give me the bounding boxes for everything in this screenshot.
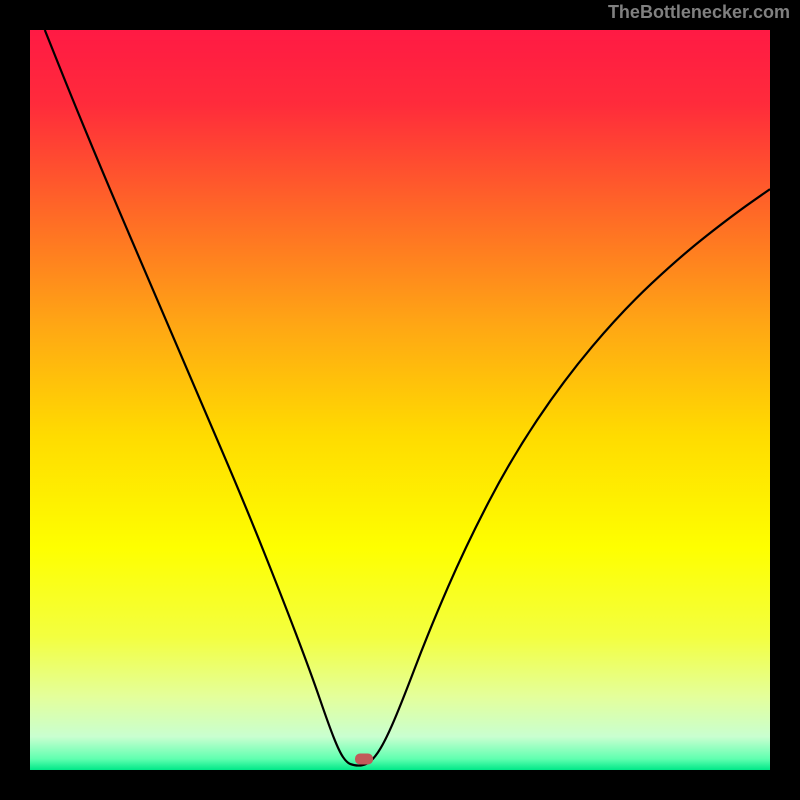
curve-svg [30,30,770,770]
optimal-marker [355,753,373,764]
bottleneck-curve [45,30,770,766]
watermark-text: TheBottlenecker.com [608,2,790,23]
plot-area [30,30,770,770]
